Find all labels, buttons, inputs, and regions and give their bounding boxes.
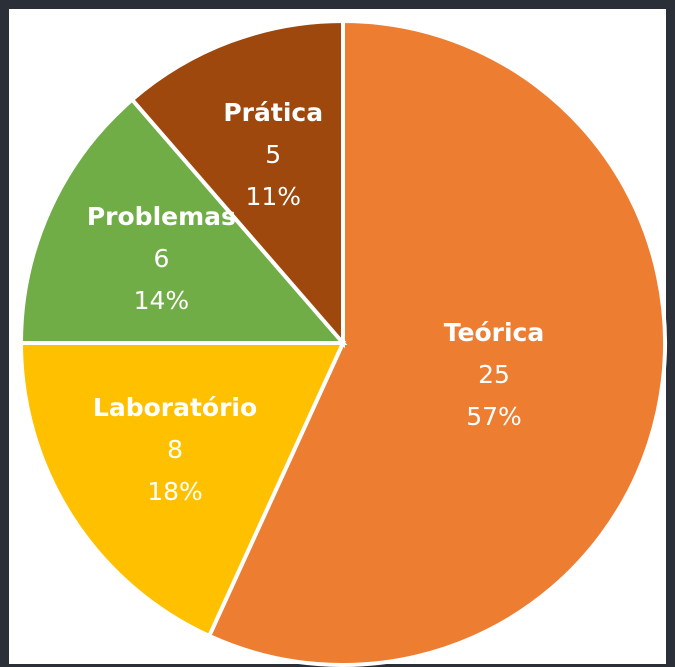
slice-name: Laboratório	[93, 393, 257, 422]
slice-name: Prática	[223, 98, 323, 127]
slice-value: 25	[478, 360, 510, 389]
slice-percent: 18%	[147, 477, 203, 506]
slice-value: 6	[153, 244, 169, 273]
pie-slice	[129, 18, 345, 349]
slice-name: Problemas	[87, 202, 236, 231]
pie-slice	[18, 96, 348, 345]
slice-percent: 14%	[134, 286, 190, 315]
slice-value: 5	[265, 140, 281, 169]
slice-percent: 11%	[245, 182, 301, 211]
slice-name: Teórica	[444, 318, 544, 347]
pie-slice	[206, 18, 667, 667]
slice-percent: 57%	[466, 402, 522, 431]
slice-value: 8	[167, 435, 183, 464]
pie-slice	[18, 341, 347, 639]
